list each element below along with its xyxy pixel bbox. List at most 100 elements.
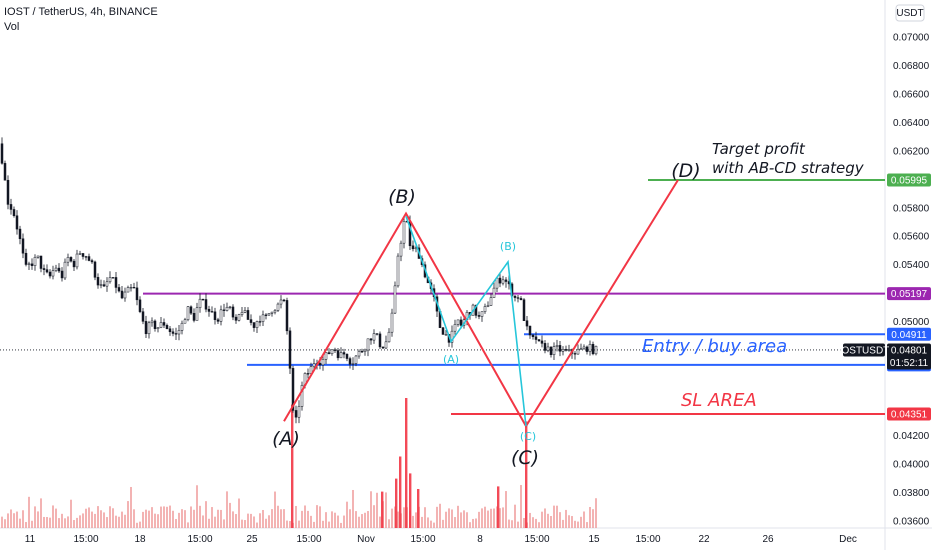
candle-body bbox=[225, 306, 229, 311]
volume-bar bbox=[289, 521, 291, 528]
volume-bar bbox=[223, 519, 225, 528]
small-label-c: (C) bbox=[520, 430, 536, 443]
volume-bar bbox=[160, 506, 162, 528]
candle-body bbox=[30, 263, 34, 266]
sl-area-label: SL AREA bbox=[681, 390, 757, 411]
y-tick-label: 0.06600 bbox=[893, 89, 930, 100]
volume-bar bbox=[40, 498, 42, 528]
candle-body bbox=[486, 305, 490, 307]
candle-body bbox=[96, 277, 100, 286]
volume-bar bbox=[439, 503, 441, 528]
candle-body bbox=[327, 352, 331, 355]
candle-body bbox=[306, 373, 310, 375]
currency-button[interactable] bbox=[895, 4, 925, 22]
candle-body bbox=[558, 345, 562, 352]
volume-bar bbox=[484, 506, 486, 528]
candle-body bbox=[492, 287, 496, 298]
y-tick-label: 0.06200 bbox=[893, 146, 930, 157]
volume-bar bbox=[529, 512, 531, 528]
candle-body bbox=[105, 281, 109, 287]
candle-body bbox=[228, 306, 232, 308]
volume-bar bbox=[244, 520, 246, 528]
x-tick-label: 25 bbox=[246, 534, 258, 545]
volume-bar bbox=[415, 512, 417, 528]
volume-bar bbox=[508, 519, 510, 528]
volume-bar bbox=[316, 505, 318, 528]
volume-bar bbox=[142, 511, 144, 528]
candle-body bbox=[282, 299, 286, 302]
price-axis[interactable]: 0.07000 0.06800 0.06600 0.06400 0.06200 0.058… bbox=[893, 33, 930, 528]
volume-bar bbox=[127, 501, 129, 528]
candle-body bbox=[99, 284, 103, 286]
volume-bar bbox=[118, 516, 120, 528]
volume-bar bbox=[172, 510, 174, 528]
candle-body bbox=[51, 270, 55, 277]
candle-body bbox=[297, 406, 301, 418]
plot-area[interactable] bbox=[0, 0, 885, 528]
candle-body bbox=[246, 310, 250, 320]
candle-body bbox=[576, 348, 580, 355]
entry-area-label: Entry / buy area bbox=[642, 336, 787, 357]
candle-body bbox=[213, 311, 217, 320]
volume-bar bbox=[493, 508, 495, 528]
volume-bar bbox=[397, 511, 399, 528]
candle-body bbox=[279, 299, 283, 305]
candle-body bbox=[555, 345, 559, 347]
candle-body bbox=[285, 300, 289, 332]
candle-body bbox=[33, 257, 37, 266]
symbol-tag-bg bbox=[843, 343, 885, 357]
candle-body bbox=[237, 314, 241, 321]
candle-body bbox=[138, 299, 142, 312]
volume-bar bbox=[451, 509, 453, 528]
volume-bar bbox=[442, 519, 444, 528]
candle-body bbox=[231, 306, 235, 318]
volume-bar bbox=[4, 519, 6, 528]
time-axis[interactable]: 11 15:00 18 15:00 25 15:00 Nov 15:00 8 15:00 15 15:… bbox=[25, 534, 857, 545]
candle-body bbox=[357, 350, 361, 357]
volume-spike bbox=[395, 478, 398, 528]
volume-bar bbox=[178, 512, 180, 528]
candle-body bbox=[39, 255, 43, 269]
volume-bar bbox=[283, 509, 285, 528]
stop-loss-price-tag-bg bbox=[887, 407, 931, 421]
volume-bar bbox=[577, 521, 579, 528]
volume-bar bbox=[427, 517, 429, 528]
volume-bar bbox=[187, 522, 189, 528]
candle-body bbox=[120, 290, 124, 299]
volume-bar bbox=[181, 509, 183, 528]
candle-body bbox=[318, 363, 322, 366]
label-d: (D) bbox=[671, 160, 700, 182]
volume-bar bbox=[481, 508, 483, 528]
volume-bar bbox=[325, 512, 327, 528]
volume-bar bbox=[358, 516, 360, 528]
candle-body bbox=[522, 299, 526, 321]
x-tick-label: Dec bbox=[839, 534, 857, 545]
volume-bar bbox=[97, 506, 99, 528]
volume-bar bbox=[304, 505, 306, 528]
volume-bar bbox=[91, 511, 93, 528]
y-tick-label: 0.04000 bbox=[893, 460, 930, 471]
candle-body bbox=[18, 228, 22, 240]
x-tick-label: 15:00 bbox=[187, 534, 212, 545]
volume-bar bbox=[445, 511, 447, 528]
candle-body bbox=[24, 252, 28, 265]
volume-bar bbox=[262, 509, 264, 528]
candle-body bbox=[390, 312, 394, 333]
target-note-line1: Target profit bbox=[712, 140, 806, 158]
candle-body bbox=[549, 346, 553, 355]
candle-body bbox=[147, 322, 151, 335]
candle-body bbox=[345, 353, 349, 359]
volume-bar bbox=[487, 510, 489, 528]
candle-body bbox=[57, 267, 61, 272]
volume-bar bbox=[307, 510, 309, 528]
candle-body bbox=[450, 330, 454, 343]
y-tick-label: 0.03600 bbox=[893, 516, 930, 527]
candle-body bbox=[63, 261, 67, 279]
volume-bar bbox=[55, 508, 57, 528]
candle-body bbox=[102, 284, 106, 287]
volume-bar bbox=[31, 520, 33, 528]
volume-bar bbox=[469, 522, 471, 528]
volume-bar bbox=[586, 522, 588, 528]
volume-bar bbox=[550, 516, 552, 528]
